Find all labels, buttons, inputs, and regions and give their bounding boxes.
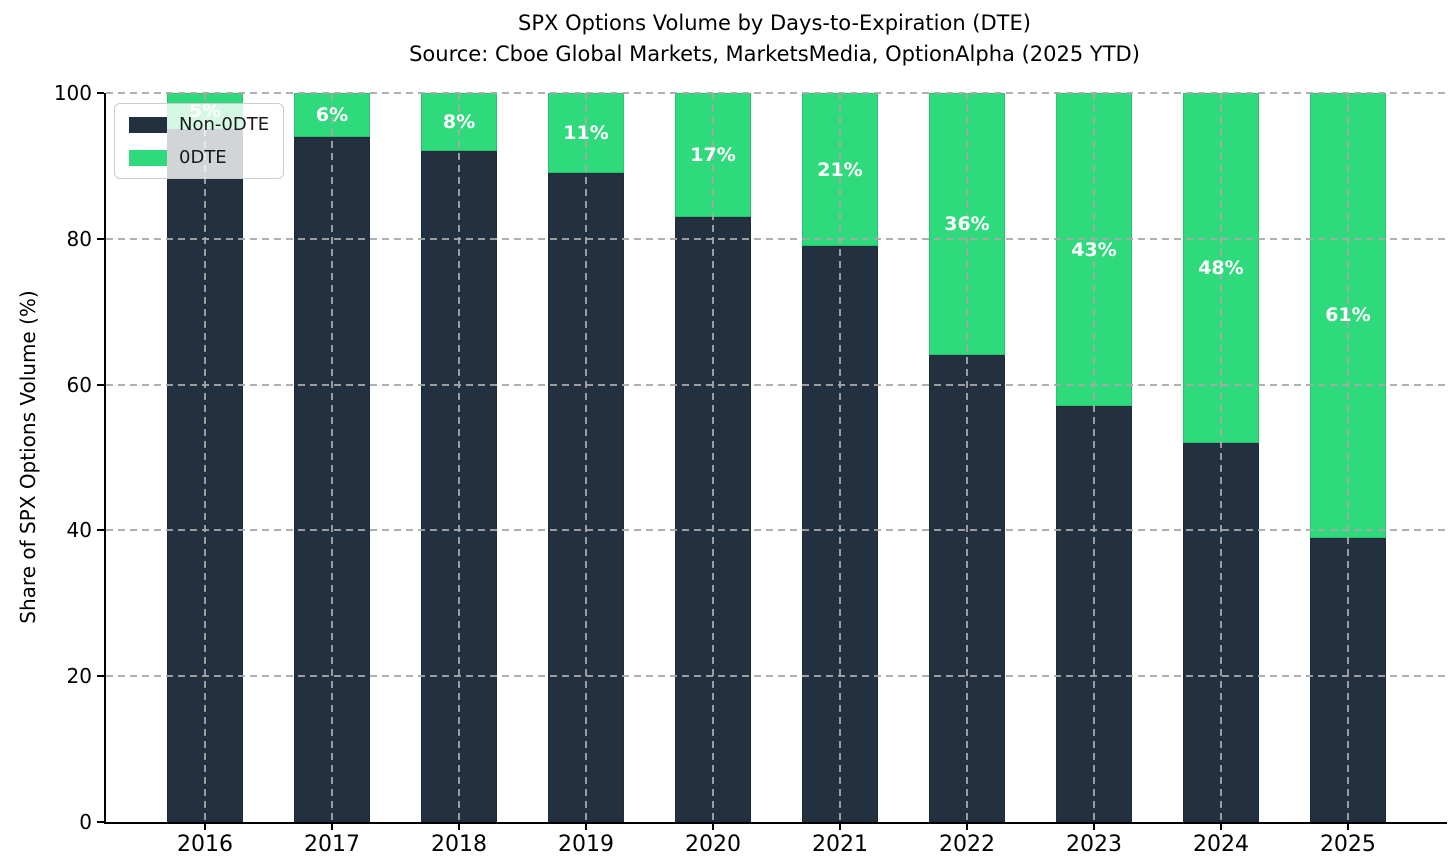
x-tick-label-2025: 2025	[1319, 832, 1376, 857]
bar-non0dte-2022	[928, 355, 1006, 822]
bar-label-2018: 8%	[442, 111, 476, 134]
x-tick-mark-2021	[838, 824, 841, 830]
bar-non0dte-2019	[547, 173, 625, 822]
bar-non0dte-2021	[801, 246, 879, 822]
y-tick-label-80: 80	[66, 226, 92, 251]
legend-item-non-0dte: Non-0DTE	[129, 114, 269, 135]
bar-non0dte-2018	[420, 151, 498, 822]
bar-label-2025: 61%	[1325, 304, 1371, 327]
y-tick-label-20: 20	[66, 664, 92, 689]
x-tick-label-2023: 2023	[1065, 832, 1122, 857]
legend-item-0dte: 0DTE	[129, 147, 269, 168]
x-tick-label-2016: 2016	[177, 832, 234, 857]
x-tick-mark-2017	[331, 824, 334, 830]
x-tick-mark-2016	[204, 824, 207, 830]
x-tick-mark-2024	[1219, 824, 1222, 830]
y-tick-label-40: 40	[66, 518, 92, 543]
bar-label-2023: 43%	[1071, 238, 1117, 261]
bar-non0dte-2016	[166, 129, 244, 822]
bar-label-2024: 48%	[1198, 256, 1244, 279]
bar-non0dte-2017	[293, 136, 371, 822]
legend: Non-0DTE 0DTE	[114, 103, 285, 179]
chart-title-line1: SPX Options Volume by Days-to-Expiration…	[518, 11, 1031, 35]
y-axis-label: Share of SPX Options Volume (%)	[16, 290, 40, 624]
bar-label-2017: 6%	[315, 103, 349, 126]
x-tick-mark-2019	[585, 824, 588, 830]
y-tick-mark-20	[97, 675, 104, 678]
bar-non0dte-2025	[1309, 537, 1387, 822]
x-tick-mark-2018	[458, 824, 461, 830]
x-tick-label-2024: 2024	[1192, 832, 1249, 857]
x-tick-label-2020: 2020	[685, 832, 741, 857]
x-tick-label-2022: 2022	[938, 832, 995, 857]
legend-label: 0DTE	[179, 147, 227, 168]
bar-label-2020: 17%	[690, 143, 736, 166]
bar-non0dte-2023	[1055, 406, 1133, 822]
y-tick-label-100: 100	[53, 81, 92, 105]
y-tick-mark-100	[97, 92, 104, 94]
legend-swatch-icon	[129, 116, 167, 133]
x-tick-label-2021: 2021	[811, 832, 868, 857]
x-tick-mark-2020	[712, 824, 714, 830]
bar-label-2019: 11%	[563, 122, 609, 145]
y-tick-mark-0	[97, 821, 104, 823]
x-tick-label-2018: 2018	[431, 832, 488, 857]
legend-swatch-icon	[129, 149, 167, 166]
bar-label-2022: 36%	[944, 213, 990, 236]
x-tick-mark-2025	[1346, 824, 1349, 830]
bar-label-2021: 21%	[817, 158, 863, 181]
legend-label: Non-0DTE	[179, 114, 270, 135]
x-tick-label-2019: 2019	[558, 832, 615, 857]
y-tick-mark-80	[97, 237, 104, 240]
x-tick-label-2017: 2017	[304, 832, 361, 857]
y-tick-mark-40	[97, 529, 104, 532]
chart-title-line2: Source: Cboe Global Markets, MarketsMedi…	[409, 42, 1140, 66]
x-tick-mark-2023	[1092, 824, 1095, 830]
y-tick-label-60: 60	[66, 372, 92, 397]
bar-non0dte-2020	[674, 216, 752, 822]
y-tick-mark-60	[97, 383, 104, 386]
x-tick-mark-2022	[965, 824, 968, 830]
bar-non0dte-2024	[1182, 442, 1260, 822]
chart-title: SPX Options Volume by Days-to-Expiration…	[104, 8, 1445, 70]
y-tick-label-0: 0	[79, 810, 92, 834]
